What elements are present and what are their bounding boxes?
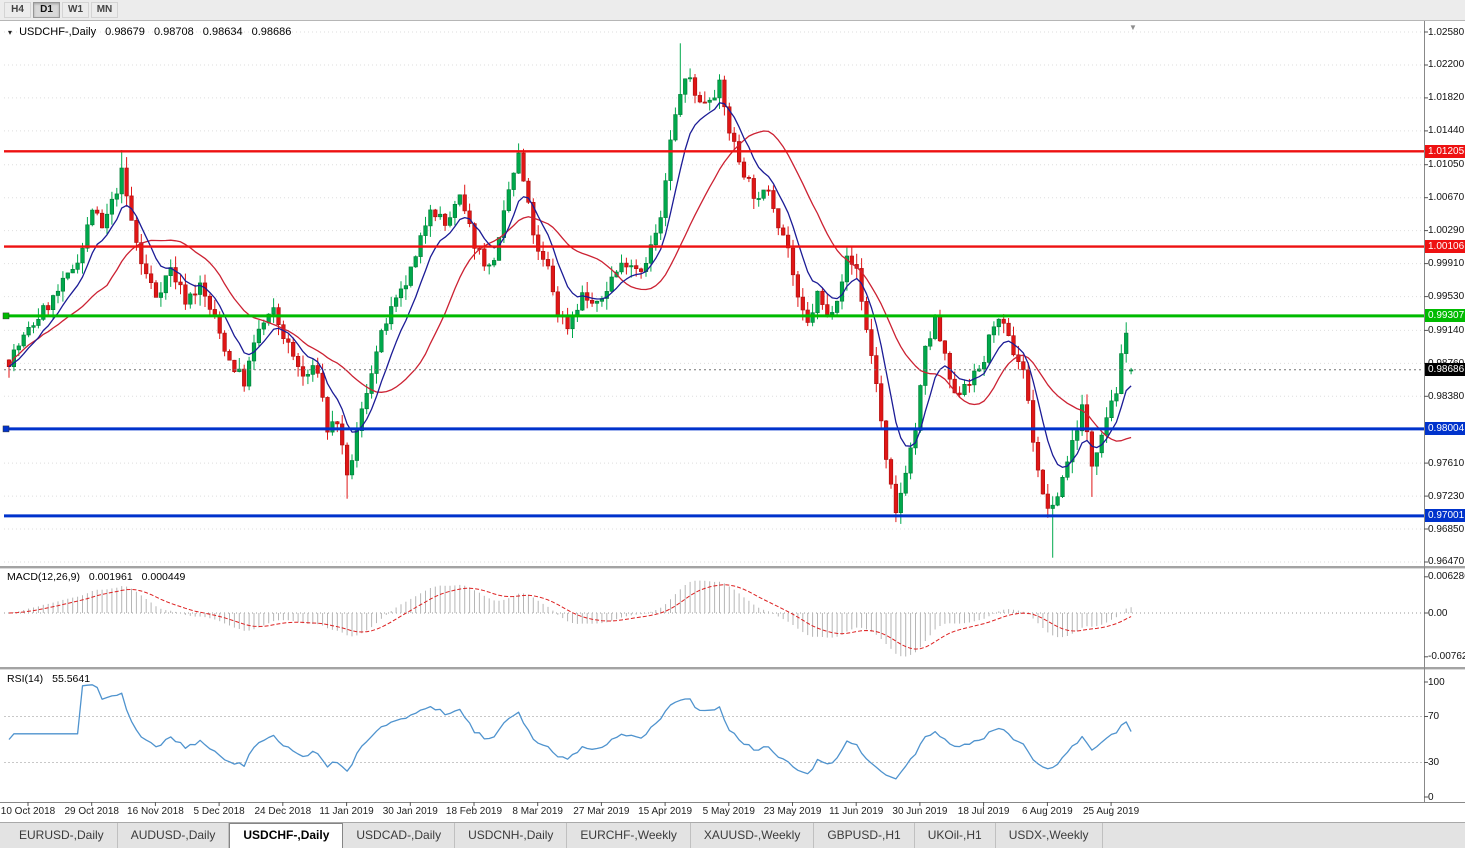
- date-axis-label: 30 Jun 2019: [892, 806, 948, 817]
- rsi-axis-label: 30: [1428, 757, 1440, 768]
- date-axis-label: 30 Jan 2019: [382, 806, 438, 817]
- price-axis-label: 1.00290: [1428, 225, 1465, 237]
- price-axis-label: 1.00670: [1428, 192, 1465, 204]
- date-axis-label: 29 Oct 2018: [64, 806, 119, 817]
- chart-tab-eurusd-daily[interactable]: EURUSD-,Daily: [6, 823, 118, 848]
- price-axis-label: 1.01050: [1428, 159, 1465, 171]
- chart-tab-usdcnh-daily[interactable]: USDCNH-,Daily: [455, 823, 568, 848]
- chart-title: ▾ USDCHF-,Daily 0.98679 0.98708 0.98634 …: [8, 26, 291, 38]
- timeframe-button-h4[interactable]: H4: [4, 2, 31, 18]
- macd-signal-value: 0.000449: [141, 571, 186, 583]
- price-axis-label: 1.02200: [1428, 59, 1465, 71]
- chart-tab-audusd-daily[interactable]: AUDUSD-,Daily: [118, 823, 230, 848]
- date-axis-label: 8 Mar 2019: [512, 806, 563, 817]
- date-axis-label: 25 Aug 2019: [1082, 806, 1140, 817]
- chart-tab-usdchf-daily[interactable]: USDCHF-,Daily: [229, 823, 344, 848]
- chart-symbol-label: USDCHF-,Daily: [19, 26, 97, 38]
- timeframe-toolbar: H4 D1 W1 MN: [0, 0, 1465, 21]
- date-axis-label: 10 Oct 2018: [0, 806, 56, 817]
- date-axis-label: 11 Jan 2019: [319, 806, 374, 817]
- macd-axis-label: -0.00762: [1428, 651, 1465, 663]
- rsi-value: 55.5641: [52, 673, 91, 685]
- ohlc-high: 0.98708: [153, 26, 194, 38]
- timeframe-button-mn[interactable]: MN: [91, 2, 118, 18]
- price-axis-label: 1.01820: [1428, 92, 1465, 104]
- rsi-axis-label: 0: [1428, 791, 1434, 803]
- macd-axis-label: 0.00: [1428, 607, 1448, 619]
- chart-shift-icon[interactable]: ▼: [1129, 23, 1137, 32]
- date-axis-label: 18 Jul 2019: [957, 806, 1010, 817]
- window-tabs: EURUSD-,Daily AUDUSD-,Daily USDCHF-,Daily U…: [0, 822, 1465, 848]
- date-axis-label: 11 Jun 2019: [829, 806, 884, 817]
- date-axis-label: 5 May 2019: [702, 806, 755, 817]
- macd-indicator-label: MACD(12,26,9) 0.001961 0.000449: [7, 571, 185, 583]
- price-axis-label: 0.97610: [1428, 457, 1465, 469]
- date-axis-label: 16 Nov 2018: [127, 806, 184, 817]
- rsi-name: RSI(14): [7, 673, 44, 685]
- macd-name: MACD(12,26,9): [7, 571, 80, 583]
- price-axis-label: 0.99140: [1428, 324, 1465, 336]
- date-axis-label: 5 Dec 2018: [193, 806, 245, 817]
- chart-tab-ukoil-h1[interactable]: UKOil-,H1: [915, 823, 996, 848]
- hline-price-tag: 0.98004: [1425, 422, 1465, 436]
- price-axis-label: 1.02580: [1428, 26, 1465, 38]
- timeframe-button-w1[interactable]: W1: [62, 2, 89, 18]
- hline-price-tag: 1.01205: [1425, 144, 1465, 158]
- hline-price-tag: 1.00106: [1425, 240, 1465, 254]
- chart-tab-gbpusd-h1[interactable]: GBPUSD-,H1: [814, 823, 915, 848]
- price-axis-label: 0.96470: [1428, 556, 1465, 568]
- hline-price-tag: 0.97001: [1425, 509, 1465, 523]
- timeframe-button-d1[interactable]: D1: [33, 2, 60, 18]
- date-axis-label: 24 Dec 2018: [254, 806, 312, 817]
- ohlc-open: 0.98679: [105, 26, 145, 38]
- chart-tab-usdcad-daily[interactable]: USDCAD-,Daily: [343, 823, 456, 848]
- ohlc-low: 0.98634: [202, 26, 243, 38]
- date-axis-label: 27 Mar 2019: [573, 806, 630, 817]
- macd-main-value: 0.001961: [88, 571, 133, 583]
- rsi-axis-label: 70: [1428, 711, 1440, 722]
- macd-axis-label: 0.006286: [1428, 571, 1465, 583]
- date-axis-label: 6 Aug 2019: [1022, 806, 1073, 817]
- current-price-tag: 0.98686: [1425, 363, 1465, 377]
- rsi-axis-label: 100: [1428, 676, 1445, 688]
- price-axis-label: 1.01440: [1428, 125, 1465, 137]
- price-axis-label: 0.98380: [1428, 390, 1465, 402]
- chart-tab-usdx-weekly[interactable]: USDX-,Weekly: [996, 823, 1103, 848]
- chart-tab-eurchf-weekly[interactable]: EURCHF-,Weekly: [567, 823, 691, 848]
- price-axis-label: 0.97230: [1428, 490, 1465, 502]
- ohlc-close: 0.98686: [251, 26, 292, 38]
- hline-price-tag: 0.99307: [1425, 309, 1465, 323]
- chart-tab-xauusd-weekly[interactable]: XAUUSD-,Weekly: [691, 823, 815, 848]
- price-axis-label: 0.99530: [1428, 291, 1465, 303]
- date-axis-label: 15 Apr 2019: [638, 806, 693, 817]
- chart-menu-icon[interactable]: ▾: [8, 28, 13, 37]
- price-axis-label: 0.99910: [1428, 258, 1465, 270]
- date-axis-label: 23 May 2019: [763, 806, 822, 817]
- price-axis-label: 0.96850: [1428, 523, 1465, 535]
- date-axis-label: 18 Feb 2019: [445, 806, 503, 817]
- rsi-indicator-label: RSI(14) 55.5641: [7, 673, 90, 685]
